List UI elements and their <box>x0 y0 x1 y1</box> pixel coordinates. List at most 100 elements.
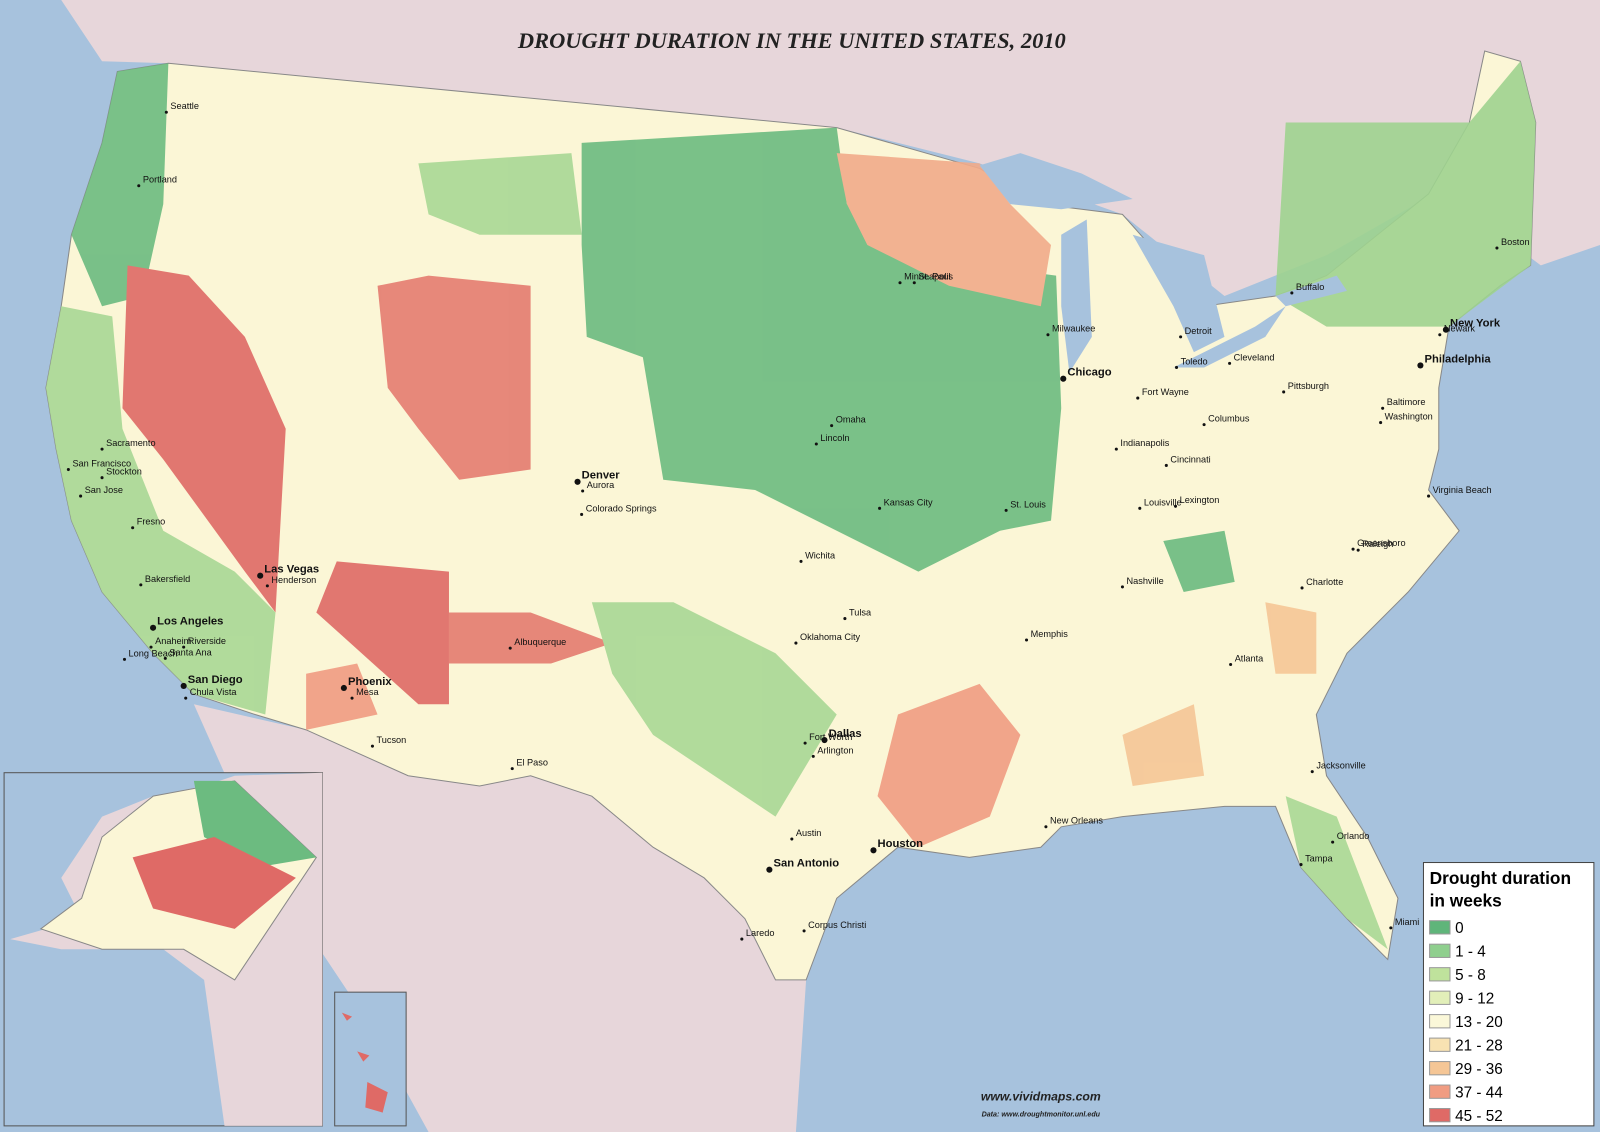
city-label: St. Louis <box>1010 499 1046 509</box>
city-dot <box>1044 825 1048 829</box>
city-label: Santa Ana <box>169 647 212 657</box>
city-dot <box>1004 508 1008 512</box>
zone <box>877 683 1021 848</box>
zone <box>1265 602 1317 674</box>
city-dot <box>766 866 773 873</box>
city-dot <box>814 442 818 446</box>
city-label: San Antonio <box>773 858 839 870</box>
city-label: Arlington <box>817 745 853 755</box>
city-dot <box>1351 547 1355 551</box>
city-dot <box>1202 423 1206 427</box>
city-dot <box>1442 326 1449 333</box>
city-label: Portland <box>143 175 177 185</box>
city-label: Laredo <box>746 928 775 938</box>
city-dot <box>164 110 168 114</box>
city-dot <box>508 646 512 650</box>
legend-label: 13 - 20 <box>1455 1014 1503 1031</box>
great-lakes <box>979 153 1347 373</box>
city-label: New York <box>1450 318 1501 330</box>
city-label: Louisville <box>1144 497 1182 507</box>
city-dot <box>581 489 585 493</box>
city-label: El Paso <box>516 758 548 768</box>
city-label: Kansas City <box>884 497 933 507</box>
city-dot <box>66 468 70 472</box>
city-dot <box>1114 447 1118 451</box>
zone <box>1163 530 1235 593</box>
city-label: Albuquerque <box>514 637 566 647</box>
legend-box <box>1422 862 1595 1127</box>
city-label: Detroit <box>1185 326 1212 336</box>
city-label: Memphis <box>1031 629 1069 639</box>
city-dot <box>821 736 828 744</box>
legend-label: 0 <box>1455 920 1464 937</box>
city-label: Omaha <box>836 415 867 425</box>
city-dot <box>912 281 916 285</box>
legend-label: 5 - 8 <box>1455 967 1486 984</box>
legend: Drought duration in weeks 0 1 - 4 5 - 8 9 -… <box>1422 862 1595 1127</box>
city-label: Atlanta <box>1235 653 1264 663</box>
city-label: Orlando <box>1337 831 1370 841</box>
city-dot <box>1290 291 1294 295</box>
city-label: Corpus Christi <box>808 920 866 930</box>
city-label: Milwaukee <box>1052 324 1095 334</box>
city-label: Austin <box>796 828 821 838</box>
city-label: Riverside <box>188 636 226 646</box>
credit-site: www.vividmaps.com <box>981 1089 1101 1103</box>
city-label: Chicago <box>1067 367 1111 379</box>
legend-label: 21 - 28 <box>1455 1037 1503 1054</box>
zone <box>836 153 1052 307</box>
legend-swatch <box>1429 1108 1451 1123</box>
city-label: Aurora <box>587 480 615 490</box>
city-label: Toledo <box>1181 356 1208 366</box>
legend-swatch <box>1429 1014 1451 1029</box>
legend-swatch <box>1429 990 1451 1005</box>
city-dot <box>1173 504 1178 508</box>
zone <box>377 275 531 480</box>
city-dot <box>265 584 269 588</box>
legend-label: 1 - 4 <box>1455 943 1486 960</box>
city-label: Boston <box>1501 237 1530 247</box>
city-dot <box>1179 335 1183 339</box>
city-dot <box>1120 585 1124 589</box>
canada <box>0 0 1600 297</box>
city-dot <box>510 767 514 771</box>
city-label: Lexington <box>1180 495 1220 505</box>
city-label: Indianapolis <box>1120 438 1169 448</box>
city-label: Anaheim <box>155 636 192 646</box>
city-dot <box>131 526 135 530</box>
credit-source: Data: www.droughtmonitor.unl.edu <box>982 1111 1101 1119</box>
city-label: Los Angeles <box>157 616 223 628</box>
city-dot <box>1136 396 1140 400</box>
city-dot <box>1299 863 1303 867</box>
city-label: Minneapolis <box>904 272 953 282</box>
city-dot <box>1229 662 1233 667</box>
city-dot <box>1331 840 1335 844</box>
legend-swatch <box>1429 1061 1451 1076</box>
zone <box>418 153 582 235</box>
city-label: Denver <box>582 470 621 482</box>
zone <box>1275 61 1536 327</box>
lake-michigan <box>1061 219 1092 373</box>
city-dot <box>180 682 187 689</box>
city-dot <box>878 506 882 510</box>
city-dot <box>100 447 104 451</box>
city-dot <box>1025 638 1029 642</box>
zone <box>1122 704 1205 786</box>
city-label: Tulsa <box>849 608 872 618</box>
legend-swatch <box>1429 1084 1451 1099</box>
city-label: Jacksonville <box>1316 761 1365 771</box>
zone <box>316 561 449 705</box>
city-dot <box>149 645 153 649</box>
city-label: Colorado Springs <box>586 503 657 513</box>
city-dot <box>790 837 794 841</box>
city-dot <box>794 641 798 645</box>
zone <box>122 265 286 613</box>
city-label: Bakersfield <box>145 574 190 584</box>
mexico <box>193 704 807 1132</box>
legend-swatch <box>1429 920 1451 935</box>
city-dot <box>182 645 186 649</box>
city-dot <box>150 624 157 631</box>
legend-label: 37 - 44 <box>1455 1084 1503 1101</box>
city-label: Houston <box>878 838 924 850</box>
